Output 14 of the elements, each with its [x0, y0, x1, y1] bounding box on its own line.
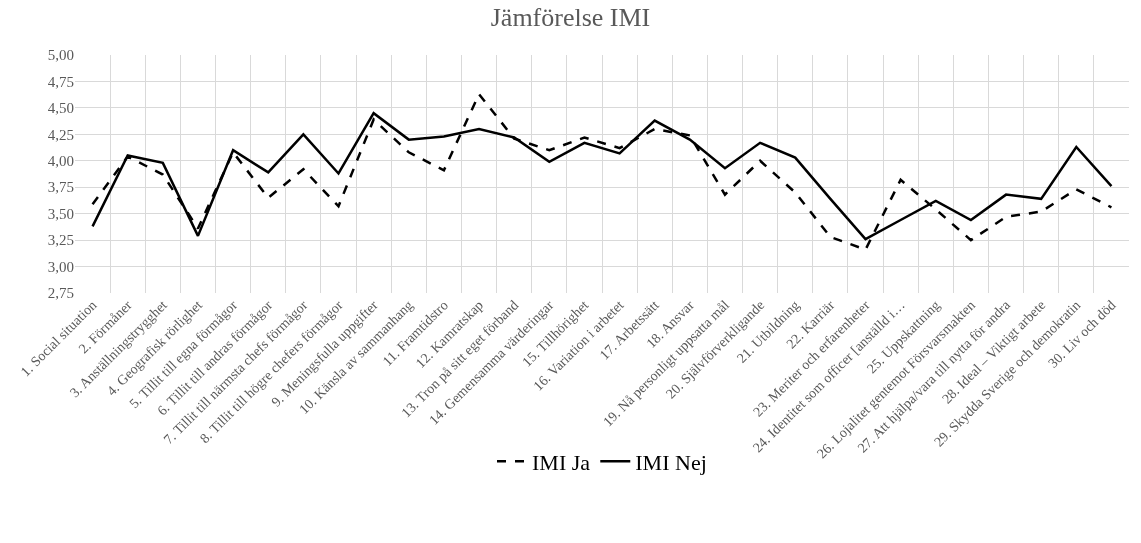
y-tick-label: 4,75 — [47, 73, 74, 90]
legend-label: IMI Ja — [532, 449, 591, 475]
y-tick-label: 3,50 — [47, 205, 74, 222]
y-tick-label: 3,75 — [47, 179, 74, 196]
chart-title: Jämförelse IMI — [490, 3, 651, 33]
y-tick-label: 3,25 — [47, 232, 74, 249]
legend-label: IMI Nej — [635, 449, 707, 475]
y-tick-label: 4,50 — [47, 100, 74, 117]
y-tick-label: 4,25 — [47, 126, 74, 143]
y-tick-label: 2,75 — [47, 285, 74, 302]
y-tick-label: 5,00 — [47, 47, 74, 64]
line-series — [91, 92, 1113, 251]
y-tick-label: 4,00 — [47, 153, 74, 170]
y-tick-label: 3,00 — [47, 258, 74, 275]
